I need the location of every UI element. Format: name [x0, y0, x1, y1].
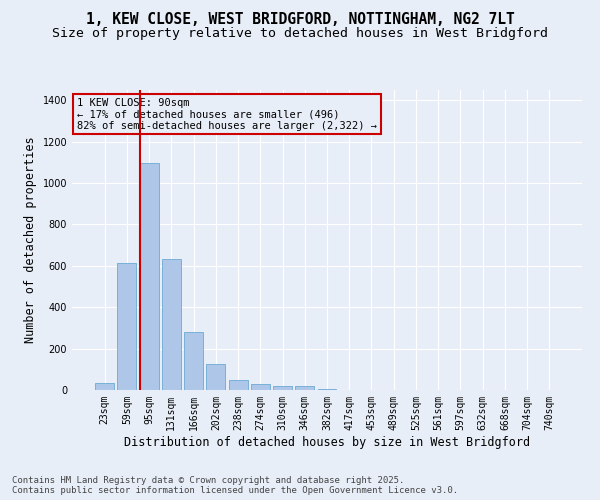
Bar: [229, 380, 248, 390]
Bar: [162, 258, 181, 390]
Bar: [251, 384, 270, 390]
Text: 1, KEW CLOSE, WEST BRIDGFORD, NOTTINGHAM, NG2 7LT: 1, KEW CLOSE, WEST BRIDGFORD, NOTTINGHAM…: [86, 12, 514, 28]
Bar: [317, 389, 337, 390]
Bar: [295, 386, 314, 390]
Text: Size of property relative to detached houses in West Bridgford: Size of property relative to detached ho…: [52, 28, 548, 40]
Bar: [206, 364, 225, 390]
Text: 1 KEW CLOSE: 90sqm
← 17% of detached houses are smaller (496)
82% of semi-detach: 1 KEW CLOSE: 90sqm ← 17% of detached hou…: [77, 98, 377, 130]
Text: Contains HM Land Registry data © Crown copyright and database right 2025.
Contai: Contains HM Land Registry data © Crown c…: [12, 476, 458, 495]
X-axis label: Distribution of detached houses by size in West Bridgford: Distribution of detached houses by size …: [124, 436, 530, 448]
Bar: [140, 164, 158, 390]
Bar: [184, 332, 203, 390]
Bar: [273, 386, 292, 390]
Bar: [118, 263, 136, 390]
Y-axis label: Number of detached properties: Number of detached properties: [24, 136, 37, 344]
Bar: [95, 383, 114, 390]
